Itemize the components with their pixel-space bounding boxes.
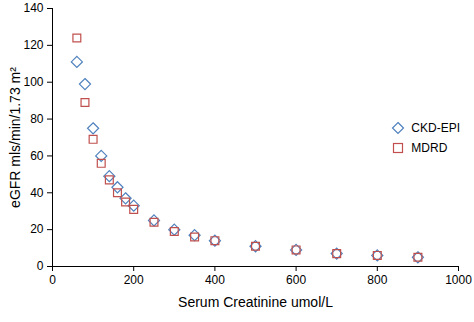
html-text:MDRD: MDRD	[411, 141, 448, 155]
svg-text:400: 400	[205, 273, 225, 287]
svg-text:Serum Creatinine umol/L: Serum Creatinine umol/L	[178, 294, 333, 310]
html-text:CKD-EPI: CKD-EPI	[411, 121, 460, 135]
svg-text:eGFR mls/min/1.73 m²: eGFR mls/min/1.73 m²	[7, 67, 23, 208]
svg-text:20: 20	[30, 222, 44, 236]
svg-text:140: 140	[23, 1, 43, 15]
svg-text:0: 0	[49, 273, 56, 287]
svg-text:120: 120	[23, 38, 43, 52]
svg-text:40: 40	[30, 186, 44, 200]
svg-text:100: 100	[23, 75, 43, 89]
svg-text:60: 60	[30, 149, 44, 163]
svg-text:1000: 1000	[445, 273, 472, 287]
svg-text:600: 600	[286, 273, 306, 287]
svg-text:800: 800	[367, 273, 387, 287]
svg-text:0: 0	[37, 259, 44, 273]
svg-text:200: 200	[124, 273, 144, 287]
svg-text:80: 80	[30, 112, 44, 126]
